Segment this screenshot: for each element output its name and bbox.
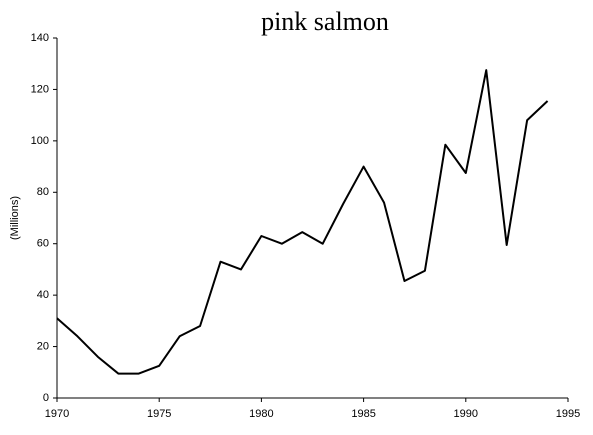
x-tick-label: 1980 — [249, 408, 273, 420]
data-line — [56, 69, 549, 375]
y-axis-label: (Millions) — [9, 196, 21, 240]
y-tick-label: 120 — [31, 83, 49, 95]
x-tick-label: 1985 — [351, 408, 375, 420]
x-tick-label: 1990 — [454, 408, 478, 420]
x-tick-label: 1975 — [147, 408, 171, 420]
y-tick-label: 60 — [37, 238, 49, 250]
y-tick-label: 0 — [43, 392, 49, 404]
x-tick-label: 1970 — [45, 408, 69, 420]
y-tick-label: 140 — [31, 32, 49, 44]
y-tick-label: 80 — [37, 186, 49, 198]
y-tick-label: 40 — [37, 289, 49, 301]
x-tick-label: 1995 — [556, 408, 580, 420]
chart-title: pink salmon — [261, 7, 389, 36]
y-tick-label: 100 — [31, 135, 49, 147]
y-tick-label: 20 — [37, 340, 49, 352]
